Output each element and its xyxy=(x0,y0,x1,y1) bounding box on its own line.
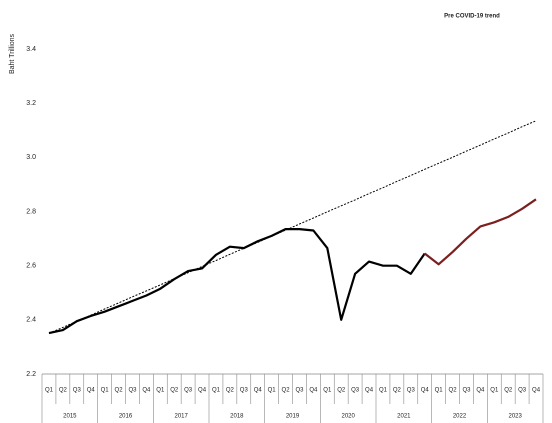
x-tick-label: Q2 xyxy=(170,388,179,394)
y-tick-label: 3.4 xyxy=(26,46,36,53)
x-tick-label: Q4 xyxy=(365,388,374,394)
year-label: 2023 xyxy=(508,414,522,420)
x-tick-label: Q2 xyxy=(337,388,346,394)
year-label: 2021 xyxy=(397,414,411,420)
y-tick-label: 2.6 xyxy=(26,263,36,270)
x-tick-label: Q3 xyxy=(128,388,137,394)
y-tick-label: 3.2 xyxy=(26,100,36,107)
x-tick-label: Q4 xyxy=(309,388,318,394)
x-tick-label: Q4 xyxy=(142,388,151,394)
x-tick-label: Q3 xyxy=(407,388,416,394)
trend-line xyxy=(48,120,537,334)
x-tick-label: Q2 xyxy=(504,388,513,394)
x-tick-label: Q2 xyxy=(449,388,458,394)
x-tick-label: Q1 xyxy=(379,388,388,394)
x-tick-label: Q4 xyxy=(476,388,485,394)
x-tick-label: Q4 xyxy=(254,388,263,394)
series-line xyxy=(424,198,537,266)
x-tick-label: Q4 xyxy=(532,388,541,394)
y-tick-label: 2.4 xyxy=(26,317,36,324)
x-tick-label: Q3 xyxy=(240,388,249,394)
x-tick-label: Q2 xyxy=(393,388,402,394)
y-tick-label: 2.2 xyxy=(26,371,36,378)
x-tick-label: Q3 xyxy=(295,388,304,394)
x-tick-label: Q1 xyxy=(101,388,110,394)
x-tick-label: Q2 xyxy=(282,388,291,394)
year-label: 2019 xyxy=(286,414,300,420)
x-tick-label: Q1 xyxy=(323,388,332,394)
x-tick-label: Q2 xyxy=(226,388,235,394)
y-tick-label: 2.8 xyxy=(26,208,36,215)
x-tick-label: Q3 xyxy=(184,388,193,394)
year-label: 2020 xyxy=(341,414,355,420)
year-label: 2016 xyxy=(119,414,133,420)
x-tick-label: Q1 xyxy=(45,388,54,394)
y-axis-label: Baht Trillions xyxy=(9,33,16,74)
x-tick-label: Q3 xyxy=(518,388,527,394)
x-tick-label: Q1 xyxy=(156,388,165,394)
x-tick-label: Q1 xyxy=(212,388,221,394)
x-tick-label: Q4 xyxy=(421,388,430,394)
year-label: 2017 xyxy=(174,414,188,420)
legend-label: Pre COVID-19 trend xyxy=(444,14,500,20)
year-label: 2015 xyxy=(63,414,77,420)
x-tick-label: Q1 xyxy=(268,388,277,394)
year-label: 2018 xyxy=(230,414,244,420)
x-tick-label: Q3 xyxy=(462,388,471,394)
x-tick-label: Q4 xyxy=(198,388,207,394)
x-tick-label: Q2 xyxy=(59,388,68,394)
x-tick-label: Q4 xyxy=(87,388,96,394)
series-line xyxy=(48,228,426,335)
x-tick-label: Q3 xyxy=(73,388,82,394)
x-tick-label: Q1 xyxy=(435,388,444,394)
year-label: 2022 xyxy=(453,414,467,420)
x-tick-label: Q2 xyxy=(115,388,124,394)
y-tick-label: 3.0 xyxy=(26,154,36,161)
x-tick-label: Q1 xyxy=(490,388,499,394)
x-tick-label: Q3 xyxy=(351,388,360,394)
